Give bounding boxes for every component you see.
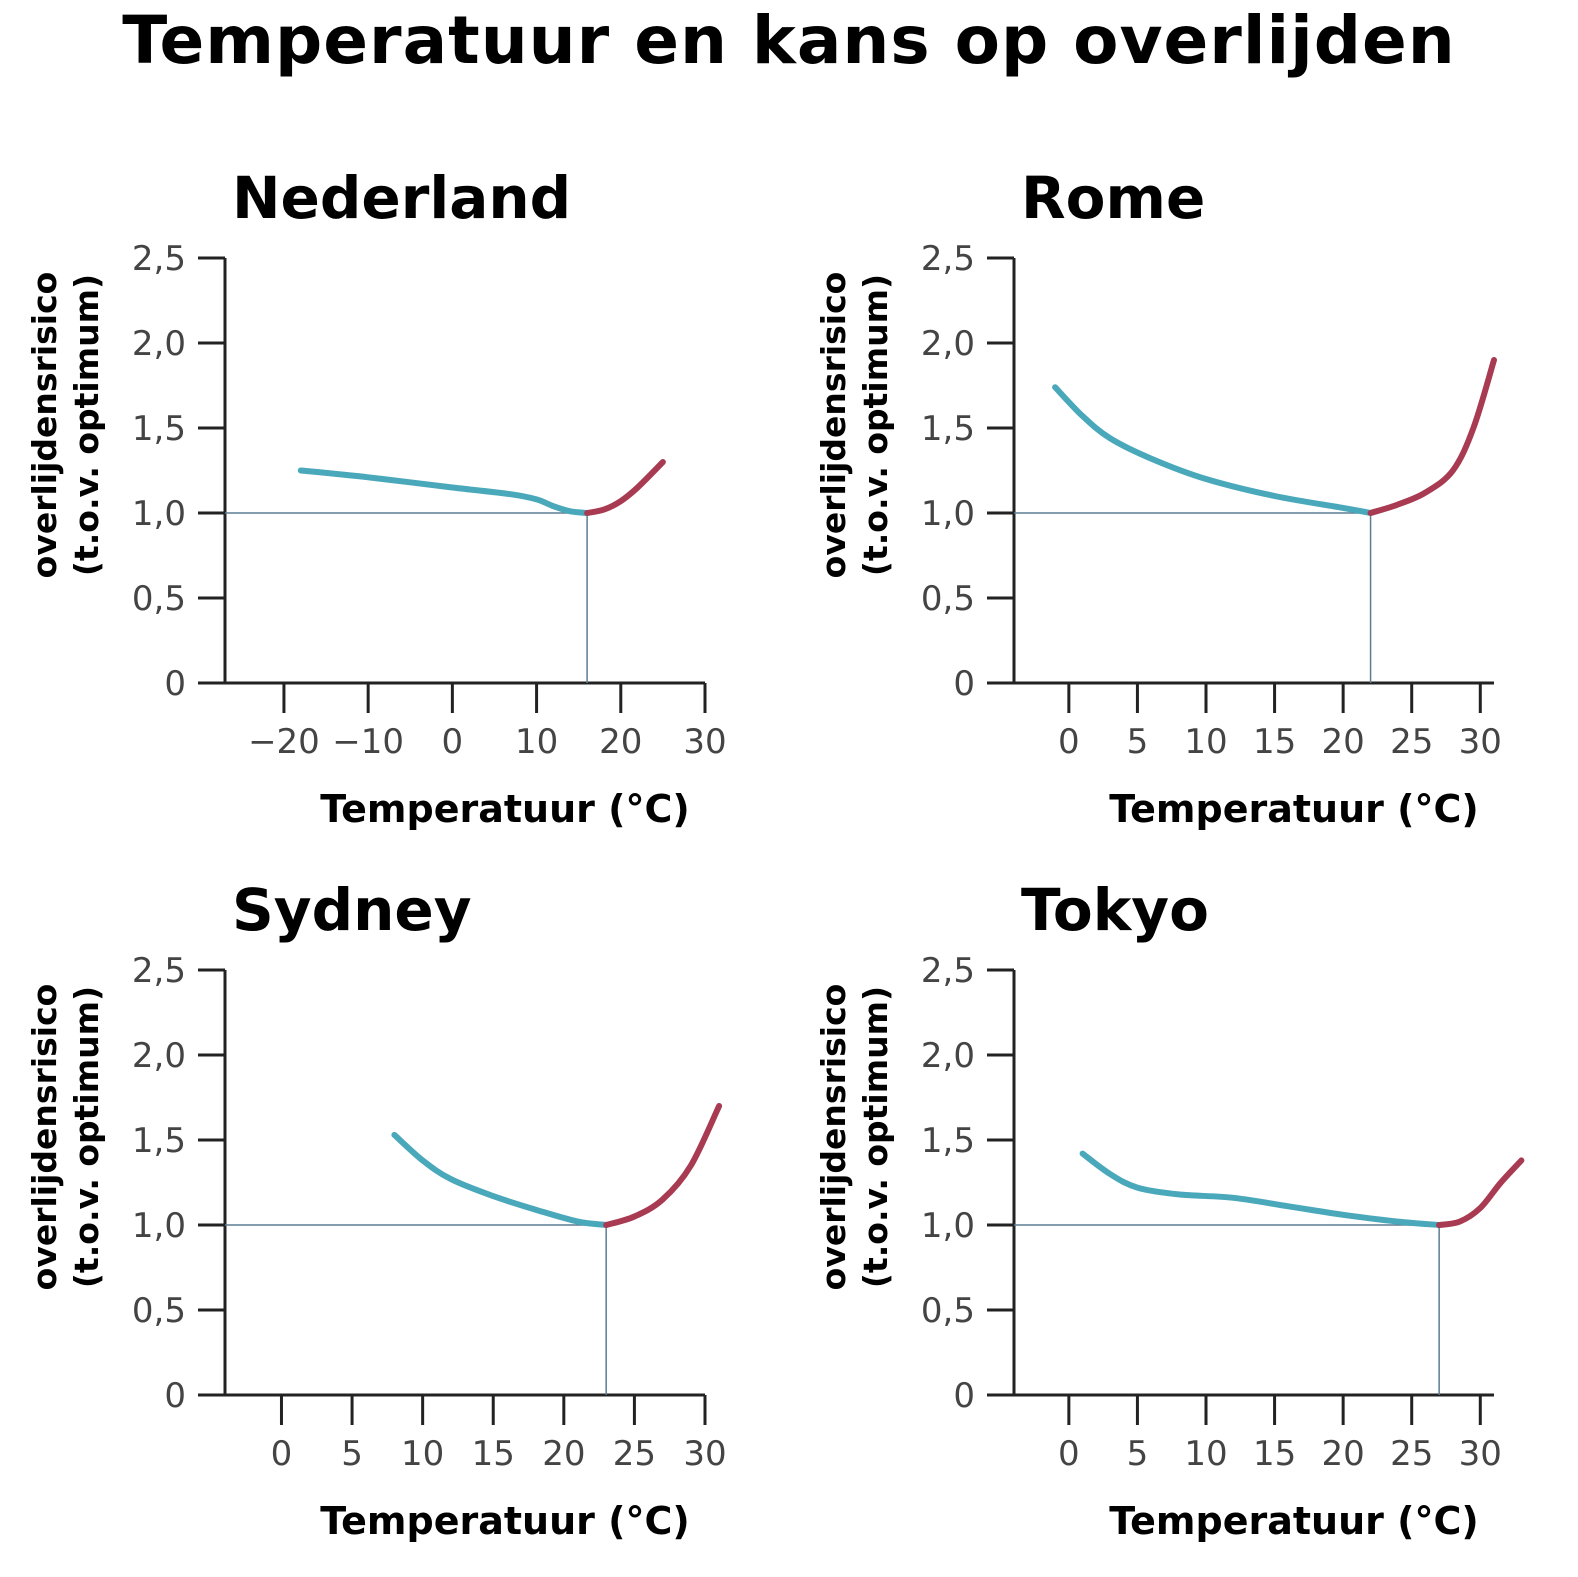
chart-title: Rome — [1021, 164, 1205, 232]
y-tick-label: 1,5 — [132, 409, 186, 449]
y-axis-label: overlijdensrisico — [814, 984, 853, 1291]
x-tick-label: 5 — [1127, 722, 1149, 762]
y-tick-label: 2,0 — [921, 1036, 975, 1076]
y-tick-label: 2,5 — [921, 239, 975, 279]
x-tick-label: 20 — [1322, 1434, 1365, 1474]
series-line-cold — [1079, 1150, 1443, 1228]
x-tick-label: 25 — [613, 1434, 656, 1474]
x-tick-label: 10 — [1184, 1434, 1227, 1474]
x-tick-label: 5 — [341, 1434, 363, 1474]
y-axis-label: (t.o.v. optimum) — [67, 986, 106, 1288]
x-tick-label: 5 — [1127, 1434, 1149, 1474]
y-tick-label: 0 — [953, 1376, 975, 1416]
series-line-warm — [1367, 357, 1497, 516]
y-tick-label: 0 — [164, 664, 186, 704]
y-tick-label: 1,0 — [132, 494, 186, 534]
y-tick-label: 2,5 — [132, 239, 186, 279]
panel-nederland: Nederland overlijdensrisico (t.o.v. optimu… — [0, 150, 789, 865]
y-tick-label: 0,5 — [921, 1291, 975, 1331]
series-line-cold — [391, 1131, 610, 1228]
x-tick-label: 0 — [1058, 722, 1080, 762]
x-axis-label: Temperatuur (°C) — [320, 787, 689, 831]
y-axis-label: (t.o.v. optimum) — [856, 986, 895, 1288]
x-tick-label: 20 — [1322, 722, 1365, 762]
chart-rome: Rome overlijdensrisico (t.o.v. optimum) 0 0,… — [814, 164, 1502, 831]
panel-tokyo: Tokyo overlijdensrisico (t.o.v. optimum) 0 0… — [789, 862, 1578, 1577]
y-tick-label: 2,0 — [132, 324, 186, 364]
chart-title: Tokyo — [1021, 876, 1209, 944]
y-tick-label: 2,0 — [921, 324, 975, 364]
series-line-warm — [584, 459, 666, 516]
y-tick-label: 0 — [953, 664, 975, 704]
x-tick-label: 10 — [1184, 722, 1227, 762]
x-tick-label: 25 — [1390, 722, 1433, 762]
chart-title: Sydney — [232, 876, 472, 944]
series-line-warm — [1436, 1157, 1525, 1228]
y-axis-label: (t.o.v. optimum) — [856, 274, 895, 576]
x-tick-label: 30 — [683, 722, 726, 762]
y-tick-label: 1,5 — [921, 409, 975, 449]
x-tick-label: −10 — [332, 722, 404, 762]
y-tick-label: 2,0 — [132, 1036, 186, 1076]
x-tick-label: 20 — [542, 1434, 585, 1474]
x-tick-label: 15 — [1253, 1434, 1296, 1474]
page-title: Temperatuur en kans op overlijden — [122, 2, 1456, 79]
chart-title: Nederland — [232, 164, 571, 232]
x-tick-label: 0 — [1058, 1434, 1080, 1474]
y-tick-label: 1,0 — [921, 494, 975, 534]
y-tick-label: 1,5 — [132, 1121, 186, 1161]
x-tick-label: 30 — [683, 1434, 726, 1474]
chart-nederland: Nederland overlijdensrisico (t.o.v. optimu… — [25, 164, 727, 831]
y-tick-label: 0,5 — [132, 579, 186, 619]
chart-sydney: Sydney overlijdensrisico (t.o.v. optimum) 0… — [25, 876, 727, 1543]
x-tick-label: 25 — [1390, 1434, 1433, 1474]
x-tick-label: 0 — [271, 1434, 293, 1474]
y-tick-label: 1,0 — [921, 1206, 975, 1246]
y-tick-label: 1,0 — [132, 1206, 186, 1246]
x-tick-label: 15 — [472, 1434, 515, 1474]
x-tick-label: 30 — [1459, 722, 1502, 762]
x-tick-label: 20 — [599, 722, 642, 762]
x-tick-label: −20 — [248, 722, 320, 762]
chart-tokyo: Tokyo overlijdensrisico (t.o.v. optimum) 0 0… — [814, 876, 1525, 1543]
x-tick-label: 10 — [401, 1434, 444, 1474]
y-axis-label: overlijdensrisico — [814, 272, 853, 579]
series-line-cold — [297, 467, 591, 516]
x-axis-label: Temperatuur (°C) — [1109, 1499, 1478, 1543]
x-tick-label: 30 — [1459, 1434, 1502, 1474]
panel-sydney: Sydney overlijdensrisico (t.o.v. optimum) 0… — [0, 862, 789, 1577]
y-tick-label: 1,5 — [921, 1121, 975, 1161]
series-line-cold — [1052, 384, 1374, 516]
y-tick-label: 2,5 — [132, 951, 186, 991]
x-axis-label: Temperatuur (°C) — [320, 1499, 689, 1543]
y-tick-label: 2,5 — [921, 951, 975, 991]
y-tick-label: 0,5 — [921, 579, 975, 619]
y-axis-label: overlijdensrisico — [25, 984, 64, 1291]
y-axis-label: (t.o.v. optimum) — [67, 274, 106, 576]
x-tick-label: 15 — [1253, 722, 1296, 762]
x-tick-label: 0 — [442, 722, 464, 762]
x-tick-label: 10 — [515, 722, 558, 762]
y-tick-label: 0 — [164, 1376, 186, 1416]
y-axis-label: overlijdensrisico — [25, 272, 64, 579]
panel-rome: Rome overlijdensrisico (t.o.v. optimum) 0 0,… — [789, 150, 1578, 865]
x-axis-label: Temperatuur (°C) — [1109, 787, 1478, 831]
y-tick-label: 0,5 — [132, 1291, 186, 1331]
series-line-warm — [603, 1103, 723, 1228]
